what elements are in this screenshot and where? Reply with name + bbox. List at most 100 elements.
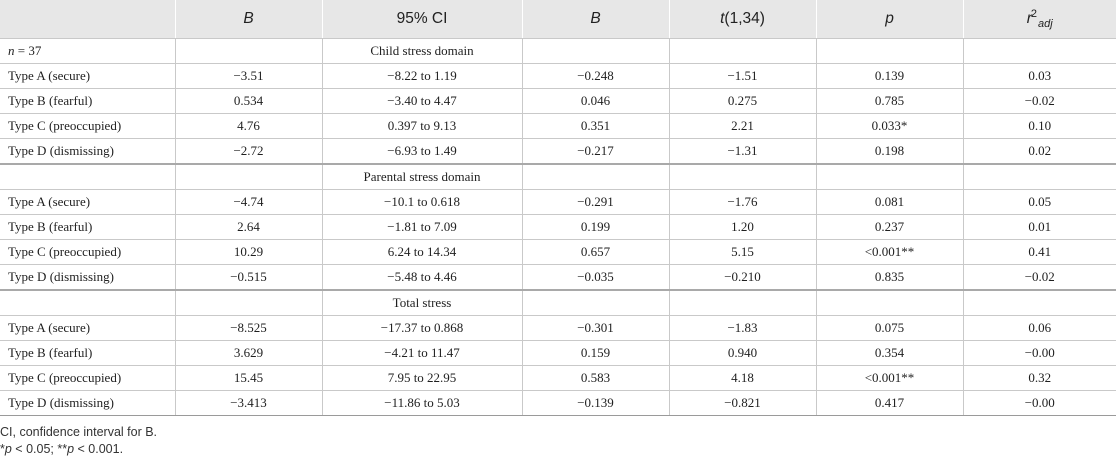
cell: −3.40 to 4.47 [321,88,522,114]
cell: 7.95 to 22.95 [321,365,522,391]
header-t: t(1,34) [668,0,816,39]
cell: Type A (secure) [0,189,175,215]
table-row: Type C (preoccupied) 15.45 7.95 to 22.95 0.… [0,365,1116,391]
cell: 1.20 [668,214,816,240]
cell: −0.02 [962,264,1116,291]
cell: Type A (secure) [0,315,175,341]
header-t-df: (1,34) [724,10,765,27]
section-title: Child stress domain [321,38,522,64]
cell: 4.18 [668,365,816,391]
cell: 15.45 [174,365,322,391]
cell: Type D (dismissing) [0,138,175,165]
cell: 0.05 [962,189,1116,215]
cell: 0.03 [962,63,1116,89]
cell: Type C (preoccupied) [0,365,175,391]
cell: −0.248 [521,63,669,89]
cell: 0.417 [815,390,963,416]
cell: 0.02 [962,138,1116,165]
header-row: B 95% CI B t(1,34) p r2adj [0,0,1116,39]
table-row: Type B (fearful) 3.629 −4.21 to 11.47 0.159… [0,340,1116,366]
note-p-symbol-1: p [4,442,12,456]
cell: 0.835 [815,264,963,291]
header-ci: 95% CI [321,0,522,39]
cell: 0.940 [668,340,816,366]
header-r-sup: 2 [1030,8,1038,20]
cell: 0.198 [815,138,963,165]
cell: −1.83 [668,315,816,341]
header-r2adj: r2adj [962,0,1116,39]
cell: −0.035 [521,264,669,291]
cell: −0.291 [521,189,669,215]
sample-row: n = 37 Child stress domain [0,38,1116,64]
sample-size: n = 37 [0,38,175,64]
cell: Type B (fearful) [0,88,175,114]
table-row: Type C (preoccupied) 4.76 0.397 to 9.13 0.3… [0,113,1116,139]
cell: 0.139 [815,63,963,89]
header-r-sub: adj [1038,18,1053,30]
header-r-symbol: r [1026,10,1032,27]
cell: −1.76 [668,189,816,215]
cell: 0.046 [521,88,669,114]
cell: Type A (secure) [0,63,175,89]
cell: 0.351 [521,113,669,139]
table-row: Type A (secure) −3.51 −8.22 to 1.19 −0.248−… [0,63,1116,89]
cell: 0.275 [668,88,816,114]
cell: −0.00 [962,340,1116,366]
cell: Type B (fearful) [0,340,175,366]
cell: −11.86 to 5.03 [321,390,522,416]
cell: Type B (fearful) [0,214,175,240]
header-p: p [815,0,963,39]
table-row: Type D (dismissing) −2.72 −6.93 to 1.49 −0.… [0,138,1116,165]
note-threshold-2: < 0.001. [74,442,124,456]
cell: 0.159 [521,340,669,366]
cell: −0.515 [174,264,322,291]
cell: 10.29 [174,239,322,265]
cell: 2.21 [668,113,816,139]
cell: −8.22 to 1.19 [321,63,522,89]
regression-table: B 95% CI B t(1,34) p r2adj n = 37 Child … [0,0,1116,416]
cell: −5.48 to 4.46 [321,264,522,291]
header-beta: B [521,0,669,39]
cell: 2.64 [174,214,322,240]
note-p-symbol-2: p [67,442,75,456]
cell: −4.74 [174,189,322,215]
cell: 0.354 [815,340,963,366]
cell: −1.31 [668,138,816,165]
table-row: Type A (secure) −8.525 −17.37 to 0.868 −0.3… [0,315,1116,341]
cell: −17.37 to 0.868 [321,315,522,341]
cell: 3.629 [174,340,322,366]
cell: Type D (dismissing) [0,390,175,416]
note-significance: *p < 0.05; **p < 0.001. [0,442,124,456]
cell: 0.583 [521,365,669,391]
cell: −0.139 [521,390,669,416]
table-row: Type B (fearful) 2.64 −1.81 to 7.09 0.199 1.… [0,214,1116,240]
cell: 6.24 to 14.34 [321,239,522,265]
header-blank [0,0,175,39]
cell: 0.075 [815,315,963,341]
cell: <0.001** [815,239,963,265]
n-value: = 37 [14,43,42,58]
header-t-symbol: t [720,10,725,27]
cell: Type C (preoccupied) [0,113,175,139]
cell: 0.01 [962,214,1116,240]
cell: 0.32 [962,365,1116,391]
cell: −2.72 [174,138,322,165]
cell: 0.785 [815,88,963,114]
section-row: Total stress [0,290,1116,316]
cell: 0.41 [962,239,1116,265]
table-row: Type D (dismissing) −3.413 −11.86 to 5.03−… [0,390,1116,416]
cell: −10.1 to 0.618 [321,189,522,215]
cell: Type D (dismissing) [0,264,175,291]
cell: −3.51 [174,63,322,89]
cell: 4.76 [174,113,322,139]
cell: −8.525 [174,315,322,341]
cell: −0.821 [668,390,816,416]
note-threshold-1: < 0.05; [11,442,58,456]
cell: <0.001** [815,365,963,391]
note-ci: CI, confidence interval for B. [0,425,158,439]
cell: 0.033* [815,113,963,139]
table-row: Type B (fearful) 0.534 −3.40 to 4.47 0.046 0… [0,88,1116,114]
section-title: Total stress [321,290,522,316]
header-b: B [174,0,322,39]
cell: Type C (preoccupied) [0,239,175,265]
